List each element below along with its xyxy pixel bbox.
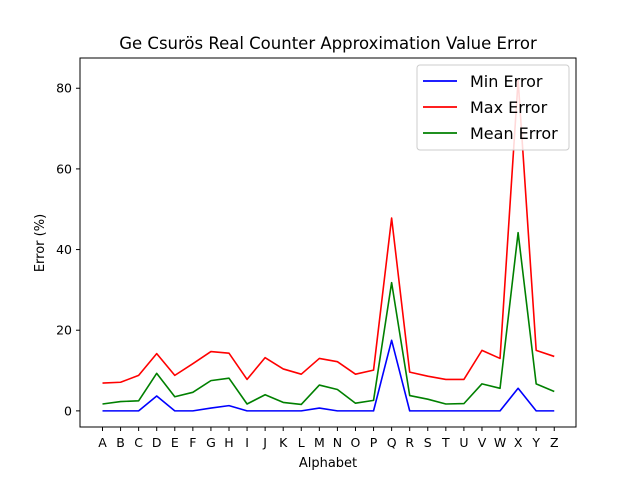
x-tick-label: S [424,435,432,450]
x-tick-label: B [116,435,125,450]
y-axis-label: Error (%) [33,214,48,272]
plot-frame [79,57,577,428]
x-tick-label: G [206,435,216,450]
legend: Min Error Max Error Mean Error [416,64,570,151]
x-tick-label: C [134,435,143,450]
x-tick-label: M [314,435,325,450]
x-tick-label: T [441,435,450,450]
x-axis-label: Alphabet [299,456,357,471]
x-tick-label: N [333,435,342,450]
plot-area [102,79,555,412]
x-tick-label: F [189,435,196,450]
legend-label: Max Error [470,98,548,117]
chart-title: Ge Csurös Real Counter Approximation Val… [119,34,537,53]
x-tick-label: Y [531,435,540,450]
y-tick-label: 20 [56,323,72,338]
x-tick-label: R [405,435,414,450]
x-tick-label: H [224,435,233,450]
legend-box [416,64,570,151]
x-tick-label: D [152,435,162,450]
x-tick-label: K [279,435,288,450]
legend-label: Mean Error [470,124,558,143]
y-tick-label: 80 [56,81,72,96]
series-line-mean-error [102,231,555,406]
y-axis: 0 20 40 60 80 [56,81,80,418]
x-tick-label: O [351,435,361,450]
x-tick-label: Z [550,435,559,450]
y-tick-label: 0 [64,403,72,418]
y-tick-label: 40 [56,242,72,257]
x-tick-label: E [171,435,179,450]
x-tick-label: U [459,435,468,450]
series-line-min-error [102,339,555,412]
x-tick-label: J [262,435,267,450]
x-tick-label: Q [387,435,397,450]
x-tick-label: W [494,435,506,450]
x-tick-label: A [98,435,107,450]
x-tick-label: P [370,435,378,450]
y-tick-label: 60 [56,161,72,176]
legend-label: Min Error [470,72,543,91]
x-tick-label: L [298,435,305,450]
series-line-max-error [102,79,555,384]
x-tick-label: V [478,435,487,450]
x-tick-label: X [514,435,523,450]
x-tick-label: I [245,435,249,450]
